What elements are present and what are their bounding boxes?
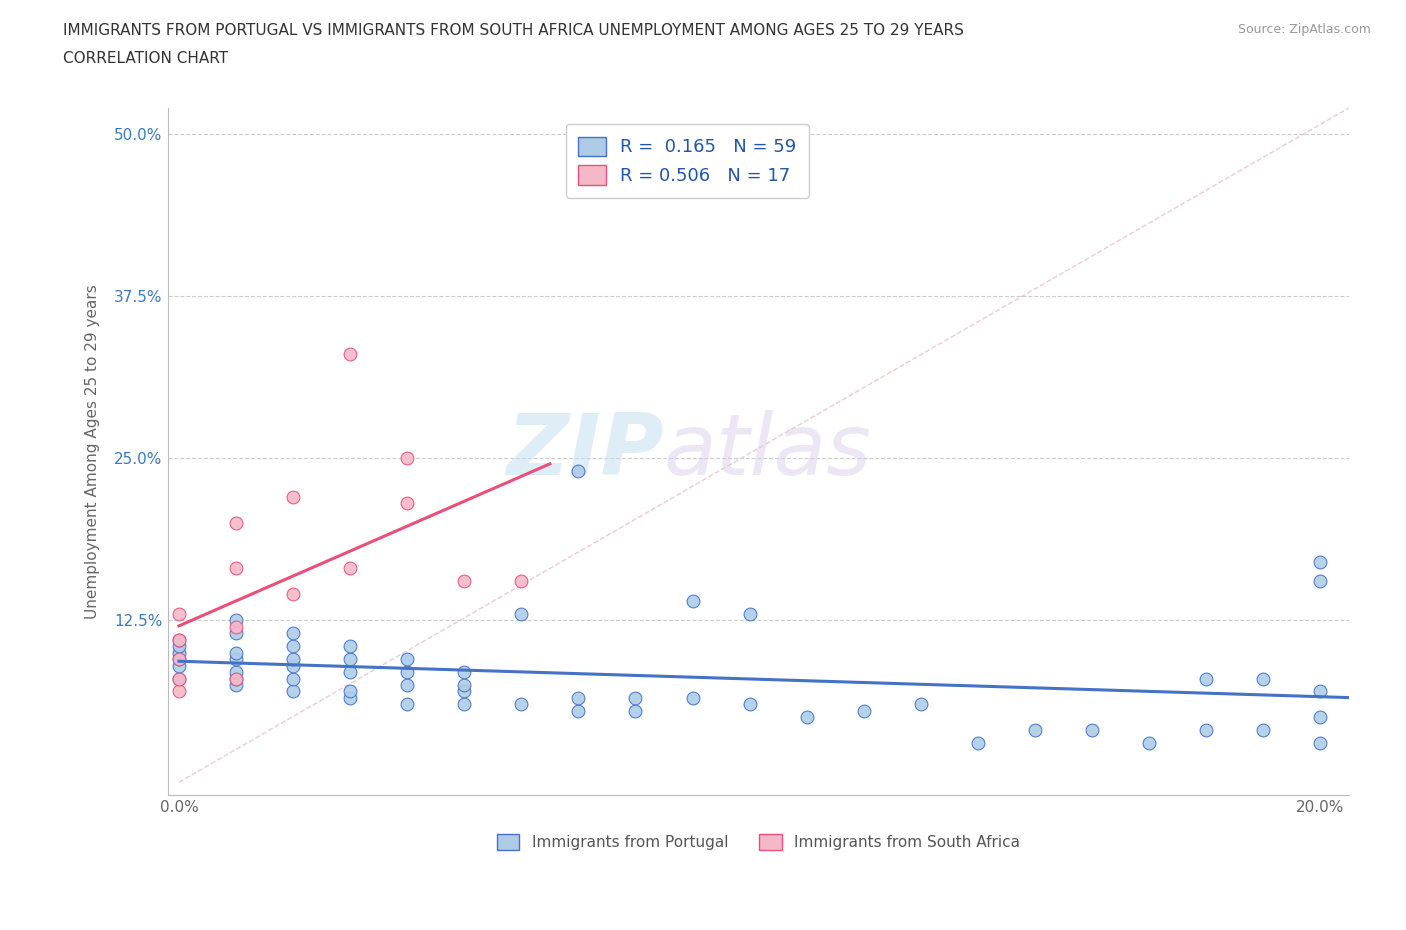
Point [453, 665, 475, 680]
Point [339, 665, 361, 680]
Point [510, 606, 533, 621]
Point [225, 561, 247, 576]
Point [1309, 684, 1331, 699]
Point [1309, 554, 1331, 569]
Point [396, 496, 419, 511]
Text: ZIP: ZIP [506, 410, 664, 493]
Point [167, 632, 190, 647]
Legend: Immigrants from Portugal, Immigrants from South Africa: Immigrants from Portugal, Immigrants fro… [491, 828, 1026, 857]
Y-axis label: Unemployment Among Ages 25 to 29 years: Unemployment Among Ages 25 to 29 years [86, 285, 100, 619]
Point [225, 645, 247, 660]
Point [510, 574, 533, 589]
Point [1251, 671, 1274, 686]
Point [1195, 723, 1218, 737]
Point [967, 736, 990, 751]
Point [682, 691, 704, 706]
Point [453, 574, 475, 589]
Point [453, 678, 475, 693]
Point [167, 671, 190, 686]
Point [167, 652, 190, 667]
Point [1024, 723, 1046, 737]
Point [396, 665, 419, 680]
Point [1195, 671, 1218, 686]
Point [1309, 574, 1331, 589]
Point [738, 697, 761, 711]
Point [281, 626, 304, 641]
Point [396, 652, 419, 667]
Point [225, 671, 247, 686]
Point [796, 710, 818, 724]
Point [910, 697, 932, 711]
Point [167, 606, 190, 621]
Point [1137, 736, 1160, 751]
Point [339, 652, 361, 667]
Point [225, 613, 247, 628]
Point [167, 658, 190, 673]
Point [396, 697, 419, 711]
Point [567, 691, 589, 706]
Point [225, 619, 247, 634]
Point [738, 606, 761, 621]
Point [281, 684, 304, 699]
Point [225, 652, 247, 667]
Point [225, 678, 247, 693]
Point [339, 347, 361, 362]
Point [1309, 710, 1331, 724]
Point [281, 671, 304, 686]
Point [339, 684, 361, 699]
Point [167, 639, 190, 654]
Point [225, 665, 247, 680]
Text: atlas: atlas [664, 410, 872, 493]
Point [396, 451, 419, 466]
Point [624, 703, 647, 718]
Point [281, 652, 304, 667]
Point [852, 703, 875, 718]
Point [339, 561, 361, 576]
Point [225, 626, 247, 641]
Point [510, 697, 533, 711]
Point [167, 684, 190, 699]
Point [624, 691, 647, 706]
Point [167, 645, 190, 660]
Point [167, 632, 190, 647]
Point [281, 489, 304, 504]
Point [281, 587, 304, 602]
Point [1309, 736, 1331, 751]
Point [567, 703, 589, 718]
Point [167, 652, 190, 667]
Point [453, 684, 475, 699]
Text: CORRELATION CHART: CORRELATION CHART [63, 51, 228, 66]
Point [396, 678, 419, 693]
Point [1251, 723, 1274, 737]
Text: IMMIGRANTS FROM PORTUGAL VS IMMIGRANTS FROM SOUTH AFRICA UNEMPLOYMENT AMONG AGES: IMMIGRANTS FROM PORTUGAL VS IMMIGRANTS F… [63, 23, 965, 38]
Point [281, 639, 304, 654]
Text: Source: ZipAtlas.com: Source: ZipAtlas.com [1237, 23, 1371, 36]
Point [225, 671, 247, 686]
Point [567, 464, 589, 479]
Point [682, 593, 704, 608]
Point [339, 691, 361, 706]
Point [281, 658, 304, 673]
Point [167, 671, 190, 686]
Point [1081, 723, 1104, 737]
Point [453, 697, 475, 711]
Point [225, 515, 247, 530]
Point [339, 639, 361, 654]
